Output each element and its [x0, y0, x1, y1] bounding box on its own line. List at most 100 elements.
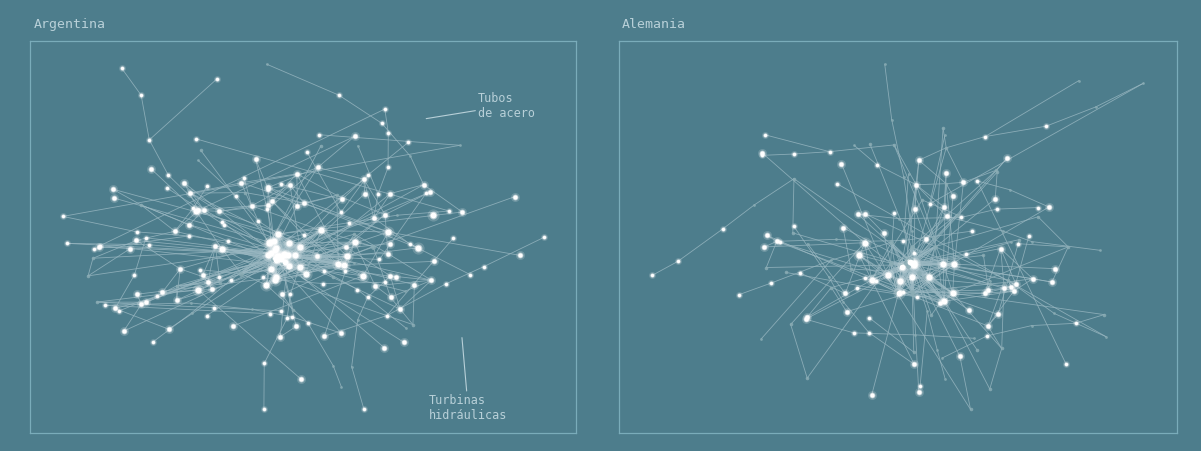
Point	[994, 285, 1014, 292]
Point	[888, 289, 907, 296]
Point	[209, 208, 228, 215]
Point	[821, 284, 841, 291]
Point	[271, 259, 291, 266]
Point	[265, 276, 285, 283]
Point	[951, 214, 970, 221]
Point	[904, 259, 924, 267]
Point	[90, 242, 109, 249]
Point	[934, 261, 954, 268]
Point	[179, 232, 198, 239]
Point	[271, 181, 291, 188]
Point	[826, 236, 846, 243]
Point	[474, 263, 494, 270]
Point	[1029, 204, 1048, 211]
Point	[890, 277, 909, 284]
Point	[998, 154, 1017, 161]
Point	[784, 175, 803, 182]
Point	[461, 271, 480, 278]
Point	[951, 214, 970, 221]
Point	[205, 242, 225, 249]
Point	[139, 241, 159, 249]
Point	[104, 194, 124, 202]
Point	[767, 238, 787, 245]
Point	[281, 290, 300, 298]
Point	[331, 209, 351, 216]
Point	[125, 272, 144, 279]
Point	[193, 272, 213, 279]
Point	[267, 256, 286, 263]
Point	[1006, 281, 1026, 288]
Point	[315, 333, 334, 340]
Point	[255, 406, 274, 413]
Point	[261, 239, 280, 246]
Point	[298, 149, 317, 156]
Point	[967, 346, 986, 354]
Point	[408, 244, 428, 252]
Point	[331, 383, 351, 391]
Point	[268, 230, 287, 238]
Point	[378, 228, 398, 235]
Point	[261, 250, 280, 257]
Point	[979, 322, 998, 330]
Point	[964, 335, 984, 342]
Point	[757, 264, 776, 271]
Point	[376, 211, 395, 218]
Point	[998, 276, 1017, 284]
Point	[337, 253, 357, 260]
Point	[878, 272, 897, 279]
Point	[277, 315, 297, 322]
Point	[849, 252, 868, 259]
Point	[348, 316, 368, 323]
Point	[271, 307, 291, 314]
Point	[892, 288, 912, 295]
Point	[370, 256, 389, 263]
Point	[387, 212, 406, 219]
Point	[848, 211, 867, 218]
Point	[958, 306, 978, 313]
Point	[394, 339, 413, 346]
Point	[180, 221, 199, 228]
Point	[904, 261, 924, 268]
Point	[215, 221, 234, 229]
Point	[153, 289, 172, 296]
Point	[364, 214, 383, 221]
Point	[287, 323, 306, 330]
Point	[975, 133, 994, 140]
Point	[255, 406, 274, 413]
Point	[937, 180, 956, 187]
Point	[436, 280, 455, 287]
Point	[832, 160, 852, 167]
Point	[399, 138, 418, 146]
Point	[988, 311, 1008, 318]
Point	[204, 304, 223, 311]
Point	[53, 213, 72, 220]
Point	[878, 272, 897, 279]
Point	[120, 245, 139, 252]
Point	[913, 196, 932, 203]
Point	[294, 232, 313, 239]
Point	[907, 181, 926, 189]
Point	[510, 252, 530, 259]
Point	[414, 181, 434, 189]
Point	[125, 272, 144, 279]
Point	[271, 256, 291, 263]
Point	[345, 239, 364, 246]
Point	[139, 136, 159, 143]
Point	[232, 270, 251, 277]
Point	[180, 221, 199, 228]
Point	[311, 142, 330, 149]
Point	[127, 237, 147, 244]
Point	[204, 304, 223, 311]
Point	[336, 244, 355, 251]
Point	[943, 290, 962, 297]
Point	[1023, 275, 1042, 282]
Point	[378, 129, 398, 136]
Point	[916, 236, 936, 243]
Point	[925, 234, 944, 241]
Point	[414, 181, 434, 189]
Point	[405, 281, 424, 288]
Point	[668, 258, 687, 265]
Point	[860, 314, 879, 321]
Point	[255, 360, 274, 367]
Point	[114, 327, 133, 335]
